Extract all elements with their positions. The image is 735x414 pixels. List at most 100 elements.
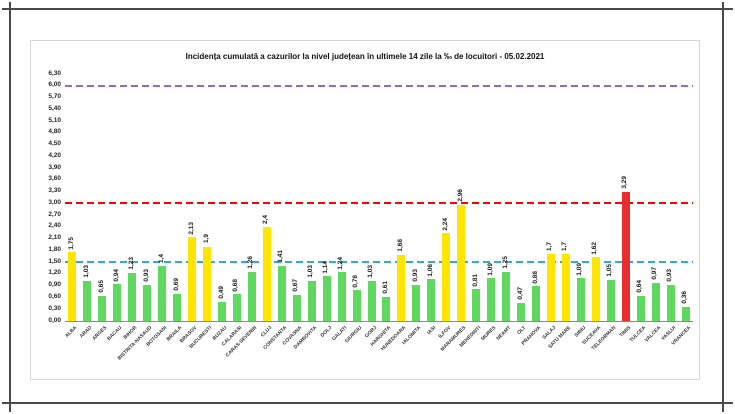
bar-ialomita (412, 284, 421, 321)
bar-cluj (262, 226, 271, 321)
x-axis-line (65, 321, 693, 322)
y-tick-label: 3,60 (48, 175, 61, 183)
bar-value-label: 0,93 (142, 268, 150, 282)
y-tick-label: 5,40 (48, 104, 61, 112)
bar-value-label: 1,62 (591, 241, 599, 255)
bar-value-label: 0,93 (666, 268, 674, 282)
bar-mehedinti (472, 289, 481, 321)
y-tick-label: 1,80 (48, 245, 61, 253)
bar-vrancea (681, 306, 690, 321)
bar-brasov (188, 237, 197, 321)
bar-value-label: 0,67 (292, 279, 300, 292)
bar-value-label: 0,97 (651, 267, 659, 280)
bar-bihor (128, 272, 137, 321)
y-tick-label: 0,60 (48, 292, 61, 300)
bar-calarasi (232, 294, 241, 321)
y-tick-label: 2,10 (48, 234, 61, 242)
bar-satu-mare (561, 254, 570, 321)
bar-value-label: 1,4 (157, 254, 165, 264)
bar-suceava (591, 257, 600, 321)
y-tick-label: 1,20 (48, 269, 61, 277)
bar-alba (68, 252, 77, 321)
bar-value-label: 0,61 (381, 281, 389, 295)
threshold-6 (65, 84, 693, 87)
bar-value-label: 1,03 (307, 264, 315, 278)
bar-prahova (532, 286, 540, 321)
bar-value-label: 1,09 (576, 262, 584, 276)
bar-covasna (292, 294, 301, 321)
y-tick-label: 4,80 (48, 128, 61, 136)
bar-ilfov (442, 233, 451, 321)
bar-value-label: 1,05 (606, 264, 614, 277)
bar-dolj (322, 276, 331, 321)
y-tick-label: 3,90 (48, 163, 61, 171)
y-tick-label: 0,30 (48, 304, 61, 312)
bar-botosani (158, 266, 167, 321)
bar-value-label: 1,09 (486, 262, 494, 276)
bar-harghita (382, 297, 391, 321)
bar-value-label: 2,13 (187, 221, 195, 235)
threshold-1-5 (65, 261, 693, 264)
bar-value-label: 0,93 (411, 268, 419, 282)
bar-arad (83, 280, 92, 321)
bar-bistrita-nasaud (143, 284, 152, 321)
bar-braila (173, 293, 182, 321)
bar-value-label: 0,36 (681, 291, 689, 304)
bar-galati (337, 272, 346, 321)
y-tick-label: 6,00 (48, 81, 61, 89)
bar-timis (621, 192, 630, 321)
y-tick-label: 5,70 (48, 93, 61, 101)
y-tick-label: 3,30 (48, 187, 61, 195)
bar-hunedoara (397, 255, 406, 321)
bar-value-label: 0,94 (112, 268, 120, 282)
bar-sibiu (576, 278, 585, 321)
bar-value-label: 0,78 (352, 274, 360, 288)
bar-value-label: 0,88 (531, 270, 539, 284)
bar-value-label: 0,64 (636, 280, 644, 293)
bar-value-label: 0,69 (172, 278, 180, 291)
bar-value-label: 1,06 (426, 263, 434, 277)
bar-bacau (113, 284, 122, 321)
y-tick-label: 0,00 (48, 316, 61, 324)
bar-value-label: 1,03 (82, 264, 90, 278)
bar-teleorman (606, 279, 615, 321)
frame-line-top (2, 8, 733, 10)
bar-tulcea (636, 295, 645, 321)
bar-mures (487, 278, 496, 321)
y-tick-label: 1,50 (48, 257, 61, 265)
chart-title: Incidența cumulată a cazurilor la nivel … (185, 52, 545, 61)
bar-value-label: 2,4 (262, 214, 270, 224)
bar-buzau (218, 301, 226, 321)
y-tick-label: 2,70 (48, 210, 61, 218)
bar-value-label: 1,75 (67, 236, 75, 250)
bar-value-label: 1,24 (337, 256, 345, 270)
bar-value-label: 0,68 (232, 278, 240, 292)
bar-value-label: 1,7 (561, 242, 569, 252)
bar-value-label: 1,41 (277, 250, 285, 263)
bar-iasi (427, 279, 436, 321)
threshold-3 (65, 202, 693, 205)
y-tick-label: 2,40 (48, 222, 61, 230)
y-tick-label: 0,90 (48, 281, 61, 289)
bar-value-label: 1,7 (546, 242, 554, 252)
bar-value-label: 0,81 (471, 273, 479, 287)
frame-line-right (722, 2, 724, 412)
y-tick-label: 5,10 (48, 116, 61, 124)
chart-panel: Incidența cumulată a cazurilor la nivel … (30, 40, 700, 380)
bar-value-label: 1,9 (202, 234, 210, 244)
bar-value-label: 1,25 (501, 256, 509, 269)
bar-constanta (277, 265, 286, 321)
y-tick-label: 4,20 (48, 151, 61, 159)
bar-value-label: 0,47 (516, 286, 524, 300)
bar-value-label: 0,49 (217, 286, 225, 299)
bar-vaslui (666, 284, 675, 321)
bar-valcea (651, 282, 660, 321)
bar-value-label: 3,29 (621, 176, 629, 190)
y-tick-label: 4,50 (48, 140, 61, 148)
bar-value-label: 1,26 (247, 255, 255, 269)
bar-salaj (546, 254, 555, 321)
x-category-label: ALBA (64, 325, 79, 340)
bar-value-label: 1,14 (322, 260, 330, 274)
bar-value-label: 0,65 (97, 279, 105, 293)
bar-gorj (367, 280, 376, 321)
